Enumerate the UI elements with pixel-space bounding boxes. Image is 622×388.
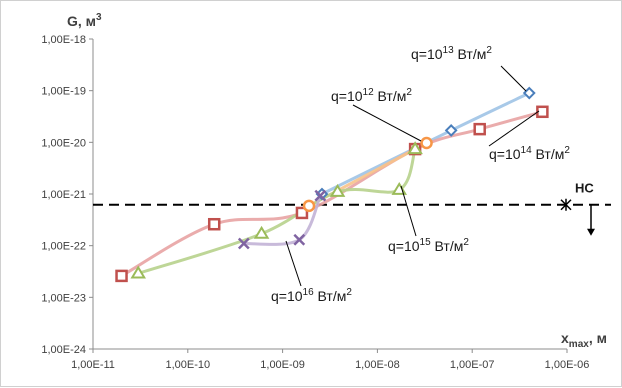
q-unit-exponent: 2 xyxy=(406,87,412,98)
y-tick-label: 1,00E-23 xyxy=(41,292,86,304)
x-axis-title: xmax, м xyxy=(561,330,607,350)
data-point-circle xyxy=(420,136,433,150)
y-axis-title: G, м3 xyxy=(67,12,102,29)
data-point-square xyxy=(536,105,549,119)
data-point-square xyxy=(207,217,221,231)
q-unit-exponent: 2 xyxy=(486,45,492,56)
series-label: q=1014 Вт/м2 xyxy=(489,145,570,162)
q-exponent: 12 xyxy=(363,87,375,98)
q-prefix: q=10 xyxy=(489,146,521,162)
x-tick-label: 1,00E-11 xyxy=(71,359,115,371)
q-prefix: q=10 xyxy=(411,46,443,62)
q-prefix: q=10 xyxy=(331,88,363,104)
series-line-0 xyxy=(320,91,531,196)
y-tick-label: 1,00E-19 xyxy=(41,86,86,98)
x-tick-label: 1,00E-09 xyxy=(260,359,305,371)
x-axis-title-sub: max xyxy=(569,339,589,350)
data-point-square xyxy=(473,122,486,136)
data-point-diamond xyxy=(444,124,458,137)
y-tick-label: 1,00E-21 xyxy=(41,189,86,201)
q-unit-exponent: 2 xyxy=(463,237,469,248)
q-unit-exponent: 2 xyxy=(564,145,570,156)
q-exponent: 13 xyxy=(443,45,455,56)
annotation-leader-line xyxy=(352,104,422,142)
y-tick-label: 1,00E-18 xyxy=(41,34,86,46)
q-unit: Вт/м xyxy=(431,238,464,254)
annotation-leader-line xyxy=(400,185,417,237)
data-point-x xyxy=(293,233,306,246)
q-exponent: 14 xyxy=(521,145,533,156)
x-tick-label: 1,00E-08 xyxy=(355,359,400,371)
x-tick-label: 1,00E-10 xyxy=(165,359,210,371)
data-point-triangle xyxy=(253,225,270,239)
data-point-triangle xyxy=(329,183,346,197)
q-prefix: q=10 xyxy=(388,238,420,254)
q-exponent: 16 xyxy=(303,287,315,298)
y-tick-label: 1,00E-24 xyxy=(41,344,86,356)
threshold-label: НС xyxy=(575,181,594,196)
threshold-arrow-icon xyxy=(587,228,595,236)
x-tick-label: 1,00E-06 xyxy=(545,359,590,371)
y-tick-label: 1,00E-20 xyxy=(41,137,86,149)
q-unit: Вт/м xyxy=(532,146,565,162)
y-tick-label: 1,00E-22 xyxy=(41,241,86,253)
data-point-square xyxy=(295,206,309,220)
q-exponent: 15 xyxy=(420,237,432,248)
x-tick-label: 1,00E-07 xyxy=(450,359,495,371)
data-point-square xyxy=(115,269,128,283)
annotation-leader-line xyxy=(285,240,302,287)
series-line-3 xyxy=(136,147,417,275)
data-point-diamond xyxy=(522,86,536,100)
y-axis-title-sup: 3 xyxy=(96,12,102,23)
q-unit: Вт/м xyxy=(454,46,487,62)
data-point-circle xyxy=(302,199,316,213)
data-point-triangle xyxy=(407,141,423,155)
data-point-x xyxy=(237,237,250,250)
annotation-leader-line xyxy=(500,65,527,92)
q-unit-exponent: 2 xyxy=(346,287,352,298)
q-unit: Вт/м xyxy=(314,288,347,304)
series-label: q=1012 Вт/м2 xyxy=(331,87,412,104)
x-axis-title-tail: , м xyxy=(589,330,607,346)
threshold-star-icon xyxy=(560,198,572,211)
series-label: q=1016 Вт/м2 xyxy=(271,287,352,304)
series-label: q=1013 Вт/м2 xyxy=(411,45,492,62)
data-point-x xyxy=(314,189,327,202)
data-point-triangle xyxy=(130,265,146,279)
series-label: q=1015 Вт/м2 xyxy=(388,237,469,254)
q-unit: Вт/м xyxy=(374,88,407,104)
annotation-leader-line xyxy=(488,110,540,147)
q-prefix: q=10 xyxy=(271,288,303,304)
